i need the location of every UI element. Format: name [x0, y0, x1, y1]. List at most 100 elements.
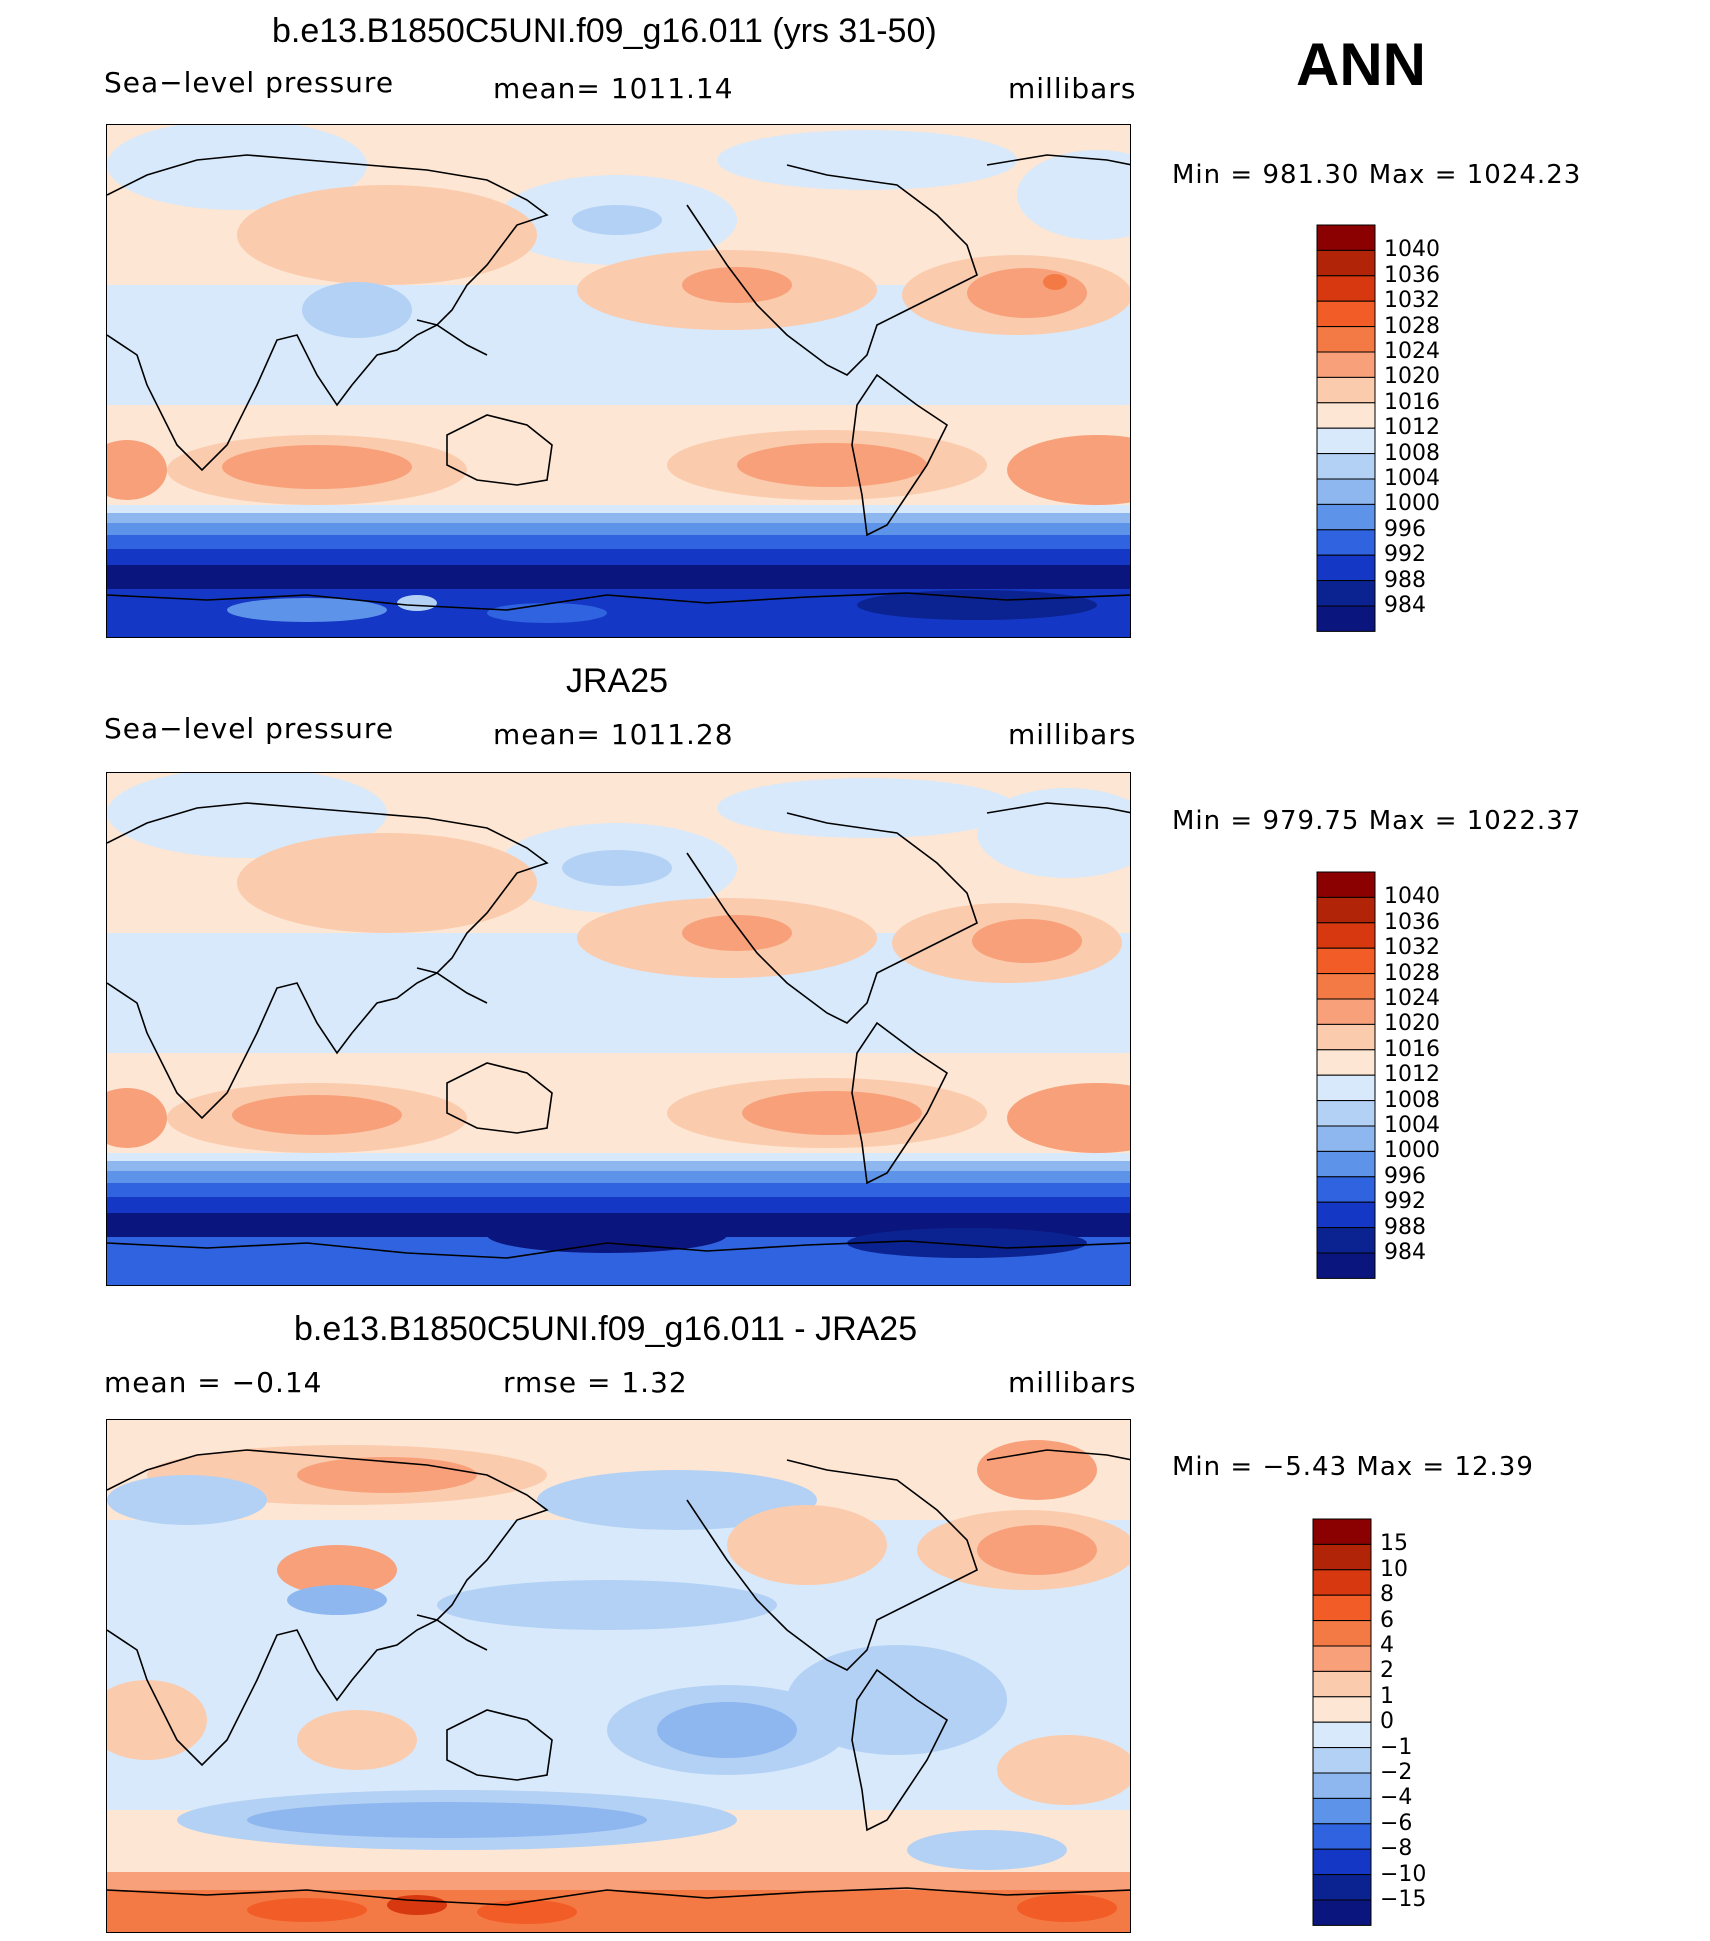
panel-2-mean-label: mean= 1011.28: [493, 718, 734, 751]
p1-antarctic-patch-2: [397, 595, 437, 611]
colorbar-1-tick-label: 1000: [1384, 491, 1440, 517]
colorbar-2-tick-label: 1024: [1384, 986, 1440, 1011]
colorbar-3-segment: [1312, 1848, 1372, 1876]
colorbar-1-tick-label: 1032: [1384, 288, 1440, 314]
colorbar-2-segment: [1316, 1100, 1376, 1127]
colorbar-2-segment: [1316, 973, 1376, 1000]
p3-indian-pos: [297, 1710, 417, 1770]
p1-so-band-3: [107, 523, 1130, 535]
colorbar-3-tick-label: 10: [1380, 1556, 1408, 1582]
p1-azores-high-peak: [1043, 274, 1067, 290]
colorbar-3-tick-label: −1: [1380, 1734, 1413, 1760]
colorbar-3-segment: [1312, 1823, 1372, 1850]
p3-pacific-neg: [437, 1580, 777, 1630]
colorbar-3-tick-label: 4: [1380, 1633, 1394, 1658]
p3-antarctic-peak-2: [387, 1895, 447, 1915]
colorbar-1-tick-label: 1036: [1384, 262, 1440, 288]
p3-safrica-pos: [107, 1680, 207, 1760]
panel-1-variable-label: Sea−level pressure: [104, 66, 395, 99]
p1-south-atlantic-high: [1007, 435, 1130, 505]
p1-west-south-high: [107, 440, 167, 500]
colorbar-2-tick-label: 1032: [1384, 935, 1440, 961]
p2-antarctic-patch-1: [487, 1217, 727, 1253]
colorbar-1-segment: [1316, 402, 1376, 429]
colorbar-3-tick-label: 6: [1380, 1607, 1394, 1633]
colorbar-2-tick-label: 1012: [1384, 1062, 1440, 1088]
panel-1-title: b.e13.B1850C5UNI.f09_g16.011 (yrs 31-50): [272, 12, 937, 50]
p3-n-neg-1: [537, 1470, 817, 1530]
p2-arctic-low-2: [717, 778, 1017, 838]
p2-siberian-high: [237, 833, 537, 933]
panel-2-minmax: Min = 979.75 Max = 1022.37: [1172, 806, 1582, 836]
p2-so-band-4: [107, 1183, 1130, 1197]
panel-1-units-label: millibars: [1008, 72, 1137, 105]
colorbar-2-segment: [1316, 1201, 1376, 1229]
colorbar-1-segment: [1316, 580, 1376, 607]
p3-antarctic-peak-1: [247, 1898, 367, 1922]
p3-antarctic-peak-3: [477, 1900, 577, 1924]
p2-south-atlantic-high: [1007, 1083, 1130, 1153]
panel-2-units-label: millibars: [1008, 718, 1137, 751]
colorbar-2-segment: [1316, 1023, 1376, 1051]
p1-azores-high-core: [967, 268, 1087, 318]
colorbar-3-tick-label: −4: [1380, 1785, 1413, 1811]
colorbar-1-segment: [1316, 326, 1376, 353]
colorbar-2-segment: [1316, 1074, 1376, 1102]
colorbar-1-segment: [1316, 249, 1376, 277]
panel-3-map: [106, 1419, 1131, 1933]
colorbar-2-tick-label: 1016: [1384, 1036, 1440, 1062]
colorbar-2-segment: [1316, 1252, 1376, 1279]
season-label: ANN: [1296, 31, 1426, 98]
p1-siberian-high: [237, 185, 537, 285]
colorbar-2-segment: [1316, 896, 1376, 924]
panel-2-map: [106, 772, 1131, 1286]
colorbar-2-segment: [1316, 947, 1376, 975]
colorbar-1-segment: [1316, 478, 1376, 505]
colorbar-2-tick-label: 996: [1384, 1163, 1426, 1189]
colorbar-1-tick-label: 984: [1384, 593, 1426, 618]
colorbar-1-tick-label: 988: [1384, 567, 1426, 593]
p3-satlantic-pos: [997, 1735, 1130, 1805]
colorbar-2-svg: [1316, 871, 1376, 1279]
colorbar-1-segment: [1316, 427, 1376, 455]
colorbar-2-segment: [1316, 1049, 1376, 1076]
colorbar-2-tick-label: 992: [1384, 1189, 1426, 1215]
p2-north-pacific-high-core: [682, 915, 792, 951]
colorbar-3-segment: [1312, 1645, 1372, 1672]
p3-coastlines: [107, 1449, 1130, 1906]
colorbar-3-segment: [1312, 1594, 1372, 1622]
p1-aleutian-low-core: [572, 205, 662, 235]
colorbar-1-segment: [1316, 351, 1376, 378]
colorbar-3-segment: [1312, 1721, 1372, 1749]
p3-namerica-pos: [727, 1505, 887, 1585]
p2-south-indian-high-core: [232, 1095, 402, 1135]
p1-so-band-5: [107, 549, 1130, 565]
p1-antarctic-patch-1: [227, 598, 387, 622]
colorbar-2-tick-label: 1028: [1384, 960, 1440, 986]
colorbar-1-tick-label: 996: [1384, 516, 1426, 542]
p1-arctic-low-2: [717, 130, 1017, 190]
colorbar-3-segment: [1312, 1518, 1372, 1545]
p1-so-band-1: [107, 505, 1130, 513]
panel-2-map-svg: [107, 773, 1130, 1285]
p2-coastlines: [107, 802, 1130, 1259]
colorbar-3-segment: [1312, 1747, 1372, 1774]
colorbar-2-tick-label: 1040: [1384, 884, 1440, 910]
colorbar-1-segment: [1316, 503, 1376, 531]
colorbar-2-segment: [1316, 871, 1376, 898]
colorbar-3-tick-label: 2: [1380, 1658, 1394, 1684]
colorbar-3-tick-label: −6: [1380, 1810, 1413, 1836]
colorbar-3-segment: [1312, 1569, 1372, 1596]
p3-n-neg-2: [107, 1475, 267, 1525]
p3-tibet-neg: [287, 1585, 387, 1615]
colorbar-3-tick-label: 15: [1380, 1531, 1408, 1557]
colorbar-1-tick-label: 1020: [1384, 364, 1440, 390]
colorbar-3-tick-label: −10: [1380, 1861, 1427, 1887]
p3-so-neg-2: [247, 1802, 647, 1838]
p1-coastlines: [107, 154, 1130, 611]
colorbar-3-segment: [1312, 1899, 1372, 1926]
p3-antarctic-peak-4: [1017, 1894, 1117, 1922]
p3-se-pacific-neg-core: [657, 1702, 797, 1758]
colorbar-1-segment: [1316, 300, 1376, 328]
colorbar-1-segment: [1316, 529, 1376, 556]
